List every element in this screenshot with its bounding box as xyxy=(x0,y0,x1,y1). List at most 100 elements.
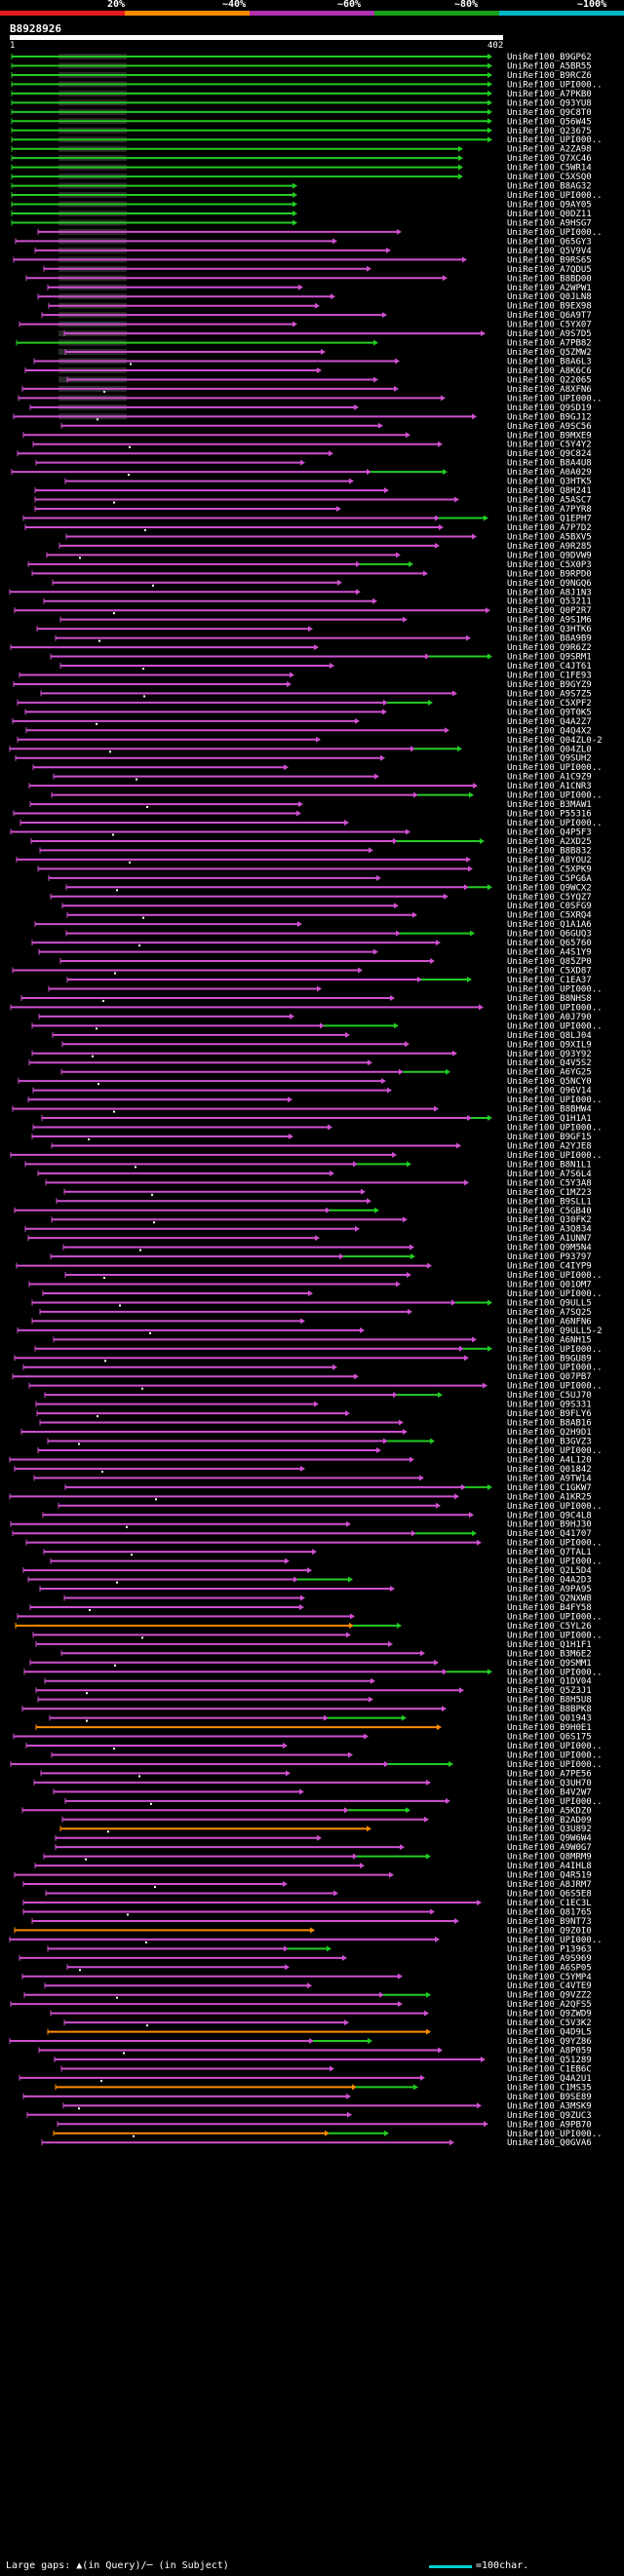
hit-row[interactable]: UniRef100_Q2L5D4 xyxy=(22,1566,592,1576)
hit-label[interactable]: UniRef100_Q01943 xyxy=(507,1714,592,1724)
hit-row[interactable]: UniRef100_B9EX98 xyxy=(48,302,592,312)
hit-label[interactable]: UniRef100_A4L120 xyxy=(507,1455,592,1465)
hit-label[interactable]: UniRef100_Q4A2Z7 xyxy=(507,717,592,727)
hit-label[interactable]: UniRef100_Q8LJ04 xyxy=(507,1031,592,1041)
hit-row[interactable]: UniRef100_A6SP05 xyxy=(66,1963,592,1973)
hit-label[interactable]: UniRef100_Q0JLN8 xyxy=(507,292,592,302)
hit-row[interactable]: UniRef100_A8XFN6 xyxy=(21,385,592,395)
hit-row[interactable]: UniRef100_B9GJ12 xyxy=(13,412,592,422)
hit-label[interactable]: UniRef100_B8BHW4 xyxy=(507,1105,592,1115)
hit-row[interactable]: UniRef100_B4V2W7 xyxy=(53,1788,592,1797)
hit-row[interactable]: UniRef100_C1GKW7 xyxy=(64,1483,592,1493)
hit-row[interactable]: UniRef100_Q0GVA6 xyxy=(41,2138,592,2148)
hit-label[interactable]: UniRef100_C1MS35 xyxy=(507,2083,592,2093)
hit-label[interactable]: UniRef100_Q3HTK5 xyxy=(507,478,592,487)
hit-row[interactable]: UniRef100_Q9C4L8 xyxy=(42,1511,592,1520)
hit-label[interactable]: UniRef100_UPI000.. xyxy=(507,135,603,145)
hit-label[interactable]: UniRef100_A9S969 xyxy=(507,1954,592,1964)
hit-row[interactable]: UniRef100_UPI000.. xyxy=(28,1382,603,1392)
hit-label[interactable]: UniRef100_UPI000.. xyxy=(507,1446,603,1456)
hit-label[interactable]: UniRef100_C5Y4Y2 xyxy=(507,441,592,450)
hit-row[interactable]: UniRef100_Q9R6Z2 xyxy=(10,643,592,653)
hit-row[interactable]: UniRef100_B8BHW4 xyxy=(12,1105,592,1115)
hit-label[interactable]: UniRef100_C5WR14 xyxy=(507,164,592,173)
hit-label[interactable]: UniRef100_B9NT73 xyxy=(507,1917,592,1927)
hit-label[interactable]: UniRef100_B8N1L1 xyxy=(507,1160,592,1170)
hit-label[interactable]: UniRef100_Q9WCX2 xyxy=(507,883,592,893)
hit-label[interactable]: UniRef100_A7PB82 xyxy=(507,339,592,349)
hit-label[interactable]: UniRef100_Q4P5F3 xyxy=(507,827,592,837)
hit-label[interactable]: UniRef100_UPI000.. xyxy=(507,819,603,828)
hit-row[interactable]: UniRef100_A2YJE8 xyxy=(51,1141,592,1151)
hit-label[interactable]: UniRef100_Q56W45 xyxy=(507,117,592,127)
hit-label[interactable]: UniRef100_A1KR25 xyxy=(507,1492,592,1502)
hit-label[interactable]: UniRef100_UPI000.. xyxy=(507,1557,603,1567)
hit-label[interactable]: UniRef100_A9HSG7 xyxy=(507,218,592,228)
hit-label[interactable]: UniRef100_UPI000.. xyxy=(507,1502,603,1512)
hit-row[interactable]: UniRef100_B9SE89 xyxy=(22,2093,592,2102)
hit-label[interactable]: UniRef100_Q85ZP0 xyxy=(507,957,592,967)
hit-label[interactable]: UniRef100_Q9ULL5-2 xyxy=(507,1326,603,1336)
hit-row[interactable]: UniRef100_Q5V9V4 xyxy=(34,247,592,256)
hit-row[interactable]: UniRef100_UPI000.. xyxy=(51,791,603,801)
hit-row[interactable]: UniRef100_Q9SD19 xyxy=(29,404,592,413)
hit-row[interactable]: UniRef100_Q9C8T0 xyxy=(11,108,592,118)
hit-label[interactable]: UniRef100_C5PG6A xyxy=(507,874,592,884)
hit-row[interactable]: UniRef100_Q9YZ86 xyxy=(9,2037,592,2047)
hit-row[interactable]: UniRef100_Q9ZUC3 xyxy=(26,2111,592,2121)
hit-label[interactable]: UniRef100_Q3HTK6 xyxy=(507,625,592,634)
hit-label[interactable]: UniRef100_Q1H1A1 xyxy=(507,1114,592,1124)
hit-row[interactable]: UniRef100_Q9M5N4 xyxy=(62,1244,592,1253)
hit-label[interactable]: UniRef100_UPI000.. xyxy=(507,1539,603,1549)
hit-row[interactable]: UniRef100_A2ZA98 xyxy=(11,145,592,155)
hit-label[interactable]: UniRef100_UPI000.. xyxy=(507,1742,603,1751)
hit-label[interactable]: UniRef100_C1GKW7 xyxy=(507,1483,592,1493)
hit-label[interactable]: UniRef100_Q01842 xyxy=(507,1465,592,1475)
hit-label[interactable]: UniRef100_Q5Z3J1 xyxy=(507,1686,592,1696)
hit-label[interactable]: UniRef100_C1EA37 xyxy=(507,976,592,985)
hit-label[interactable]: UniRef100_Q01OM7 xyxy=(507,1281,592,1290)
hit-row[interactable]: UniRef100_Q1H1A1 xyxy=(41,1114,592,1124)
hit-row[interactable]: UniRef100_Q9C824 xyxy=(17,449,592,459)
hit-row[interactable]: UniRef100_A1CNR3 xyxy=(28,782,592,791)
hit-label[interactable]: UniRef100_A8P059 xyxy=(507,2047,592,2057)
hit-label[interactable]: UniRef100_A0J790 xyxy=(507,1013,592,1022)
hit-row[interactable]: UniRef100_A9PB70 xyxy=(57,2120,592,2130)
hit-row[interactable]: UniRef100_A7QDU5 xyxy=(43,265,592,275)
hit-label[interactable]: UniRef100_UPI000.. xyxy=(507,1096,603,1105)
hit-row[interactable]: UniRef100_UPI000.. xyxy=(10,1760,603,1770)
hit-row[interactable]: UniRef100_Q4A2U1 xyxy=(19,2074,592,2084)
hit-row[interactable]: UniRef100_Q9XIL9 xyxy=(61,1040,592,1050)
hit-row[interactable]: UniRef100_B8N1L1 xyxy=(24,1160,592,1170)
hit-label[interactable]: UniRef100_Q65760 xyxy=(507,939,592,948)
hit-row[interactable]: UniRef100_B4FY58 xyxy=(29,1603,592,1613)
hit-label[interactable]: UniRef100_Q04ZL0-2 xyxy=(507,736,603,746)
hit-label[interactable]: UniRef100_A9PA95 xyxy=(507,1585,592,1595)
hit-label[interactable]: UniRef100_B8A6L3 xyxy=(507,358,592,367)
hit-label[interactable]: UniRef100_UPI000.. xyxy=(507,1151,603,1161)
hit-label[interactable]: UniRef100_Q9SRM1 xyxy=(507,653,592,663)
hit-label[interactable]: UniRef100_Q4D9L5 xyxy=(507,2028,592,2038)
hit-row[interactable]: UniRef100_Q1EPH7 xyxy=(22,515,592,524)
hit-label[interactable]: UniRef100_UPI000.. xyxy=(507,984,603,994)
hit-row[interactable]: UniRef100_C5XSQ0 xyxy=(11,173,592,182)
hit-row[interactable]: UniRef100_A4IHL8 xyxy=(34,1862,592,1871)
hit-label[interactable]: UniRef100_C1FE93 xyxy=(507,671,592,680)
hit-row[interactable]: UniRef100_Q4D9L5 xyxy=(47,2028,592,2038)
hit-row[interactable]: UniRef100_C1EC3L xyxy=(22,1899,592,1908)
hit-row[interactable]: UniRef100_B8B832 xyxy=(39,846,592,856)
hit-row[interactable]: UniRef100_A7PB82 xyxy=(16,339,592,349)
hit-row[interactable]: UniRef100_Q4A2D3 xyxy=(27,1576,592,1586)
hit-row[interactable]: UniRef100_Q96V14 xyxy=(32,1087,592,1096)
hit-label[interactable]: UniRef100_A1C9Z9 xyxy=(507,773,592,783)
hit-label[interactable]: UniRef100_A7QDU5 xyxy=(507,265,592,275)
hit-label[interactable]: UniRef100_B8A9B9 xyxy=(507,634,592,644)
hit-label[interactable]: UniRef100_UPI000.. xyxy=(507,763,603,773)
hit-row[interactable]: UniRef100_UPI000.. xyxy=(11,191,603,201)
hit-row[interactable]: UniRef100_A8J1N3 xyxy=(9,588,592,597)
hit-row[interactable]: UniRef100_A9S969 xyxy=(19,1954,592,1964)
hit-row[interactable]: UniRef100_A9W0G7 xyxy=(55,1843,592,1853)
hit-row[interactable]: UniRef100_B9RCZ6 xyxy=(11,71,592,81)
hit-label[interactable]: UniRef100_Q04ZL0 xyxy=(507,745,592,754)
hit-label[interactable]: UniRef100_B4V2W7 xyxy=(507,1788,592,1797)
